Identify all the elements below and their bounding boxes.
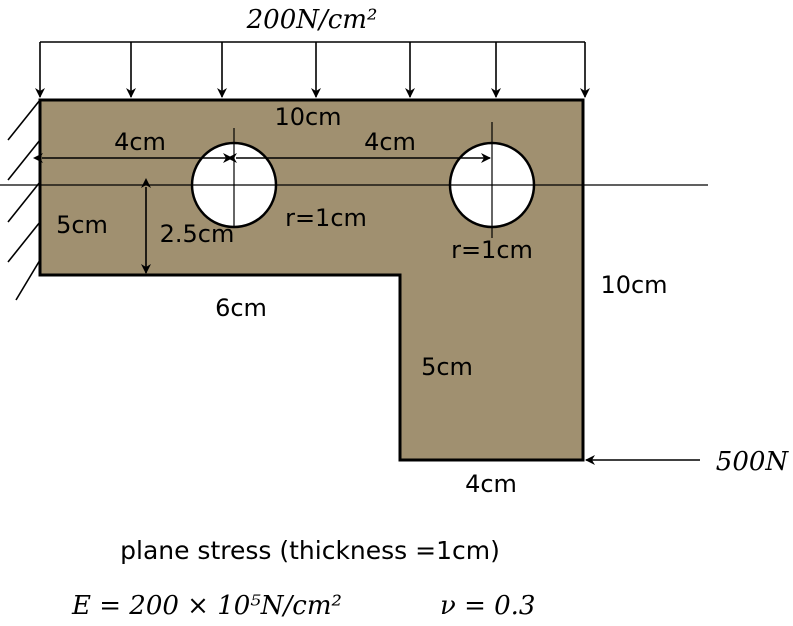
- dim-right-height: 10cm: [600, 271, 667, 299]
- hole2-radius-label: r=1cm: [451, 236, 533, 264]
- dim-hole1-offset: 4cm: [114, 128, 166, 156]
- dim-left-height: 5cm: [56, 211, 108, 239]
- point-load-label: 500N: [716, 447, 790, 477]
- fixed-support: [7, 99, 41, 301]
- distributed-load-label: 200N/cm²: [246, 5, 378, 35]
- analysis-condition: plane stress (thickness =1cm): [120, 536, 500, 565]
- material-modulus: E = 200 × 10⁵N/cm²: [71, 591, 342, 621]
- dim-top-width: 10cm: [274, 103, 341, 131]
- dim-leg-height: 5cm: [421, 353, 473, 381]
- dim-hole-height: 2.5cm: [160, 220, 235, 248]
- dim-leg-width: 4cm: [465, 470, 517, 498]
- dim-hole-spacing: 4cm: [364, 128, 416, 156]
- dim-bottom-left-width: 6cm: [215, 294, 267, 322]
- distributed-load: [35, 41, 590, 98]
- hole1-radius-label: r=1cm: [285, 204, 367, 232]
- material-poisson: ν = 0.3: [440, 591, 535, 621]
